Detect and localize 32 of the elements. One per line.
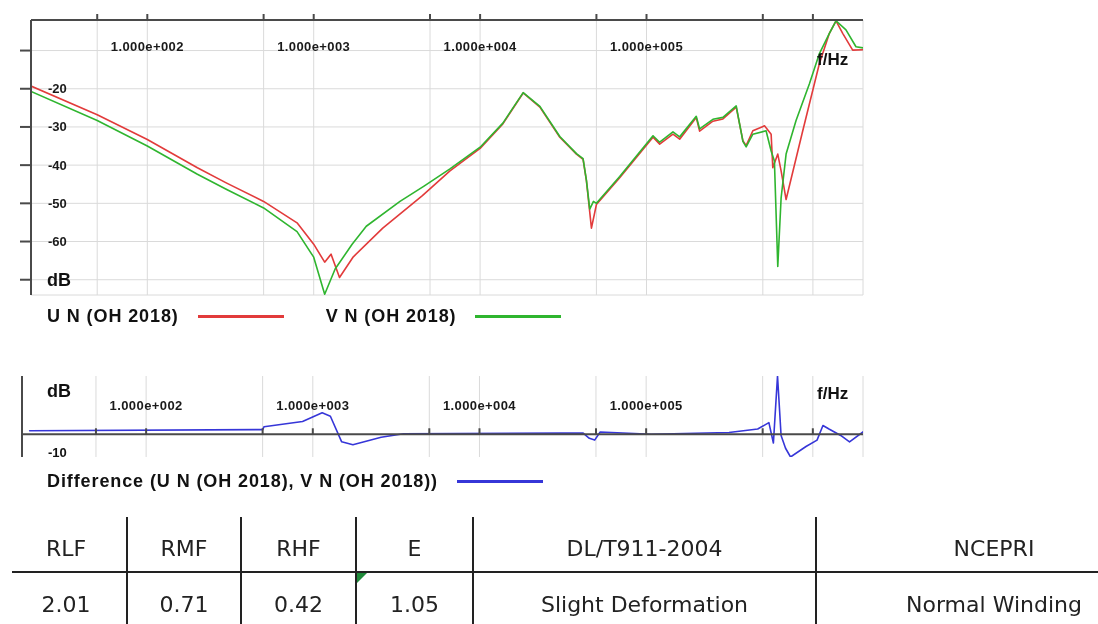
category-label: NCEPRI (953, 535, 1035, 561)
category-label: RLF (45, 535, 87, 561)
text: Normal Winding (906, 592, 1082, 617)
x-tick-label: 1.000e+005 (609, 397, 683, 413)
category-label: E (407, 535, 422, 561)
y-tick-label: -30 (48, 119, 67, 135)
x-tick-label: 1.000e+002 (110, 38, 184, 54)
category-label: DL/T911-2004 (566, 535, 723, 561)
x-tick-label: 1.000e+005 (609, 38, 684, 54)
y-axis-title: dB (47, 270, 71, 290)
y-axis-title: dB (47, 381, 71, 401)
legend-label: U N (OH 2018) (47, 305, 179, 327)
x-axis-title: f/Hz (817, 384, 849, 403)
x-tick-label: 1.000e+003 (276, 397, 350, 413)
annotation: -10 (48, 445, 67, 460)
y-tick-label: -20 (48, 81, 67, 97)
text: Slight Deformation (540, 592, 749, 617)
legend-label: V N (OH 2018) (325, 305, 457, 327)
text: 0.71 (159, 592, 209, 617)
category-label: RMF (160, 535, 208, 561)
y-tick-label: -50 (48, 195, 67, 211)
x-tick-label: 1.000e+002 (109, 397, 183, 413)
y-tick-label: -40 (48, 157, 67, 173)
text: 1.05 (390, 592, 439, 617)
category-label: RHF (276, 535, 321, 561)
x-tick-label: 1.000e+004 (443, 38, 517, 54)
text: 0.42 (274, 592, 323, 617)
x-tick-label: 1.000e+004 (442, 397, 517, 413)
y-tick-label: -60 (48, 234, 67, 250)
legend-label: Difference (U N (OH 2018), V N (OH 2018)) (47, 470, 438, 492)
x-tick-label: 1.000e+003 (277, 38, 351, 54)
text: 2.01 (41, 592, 91, 617)
